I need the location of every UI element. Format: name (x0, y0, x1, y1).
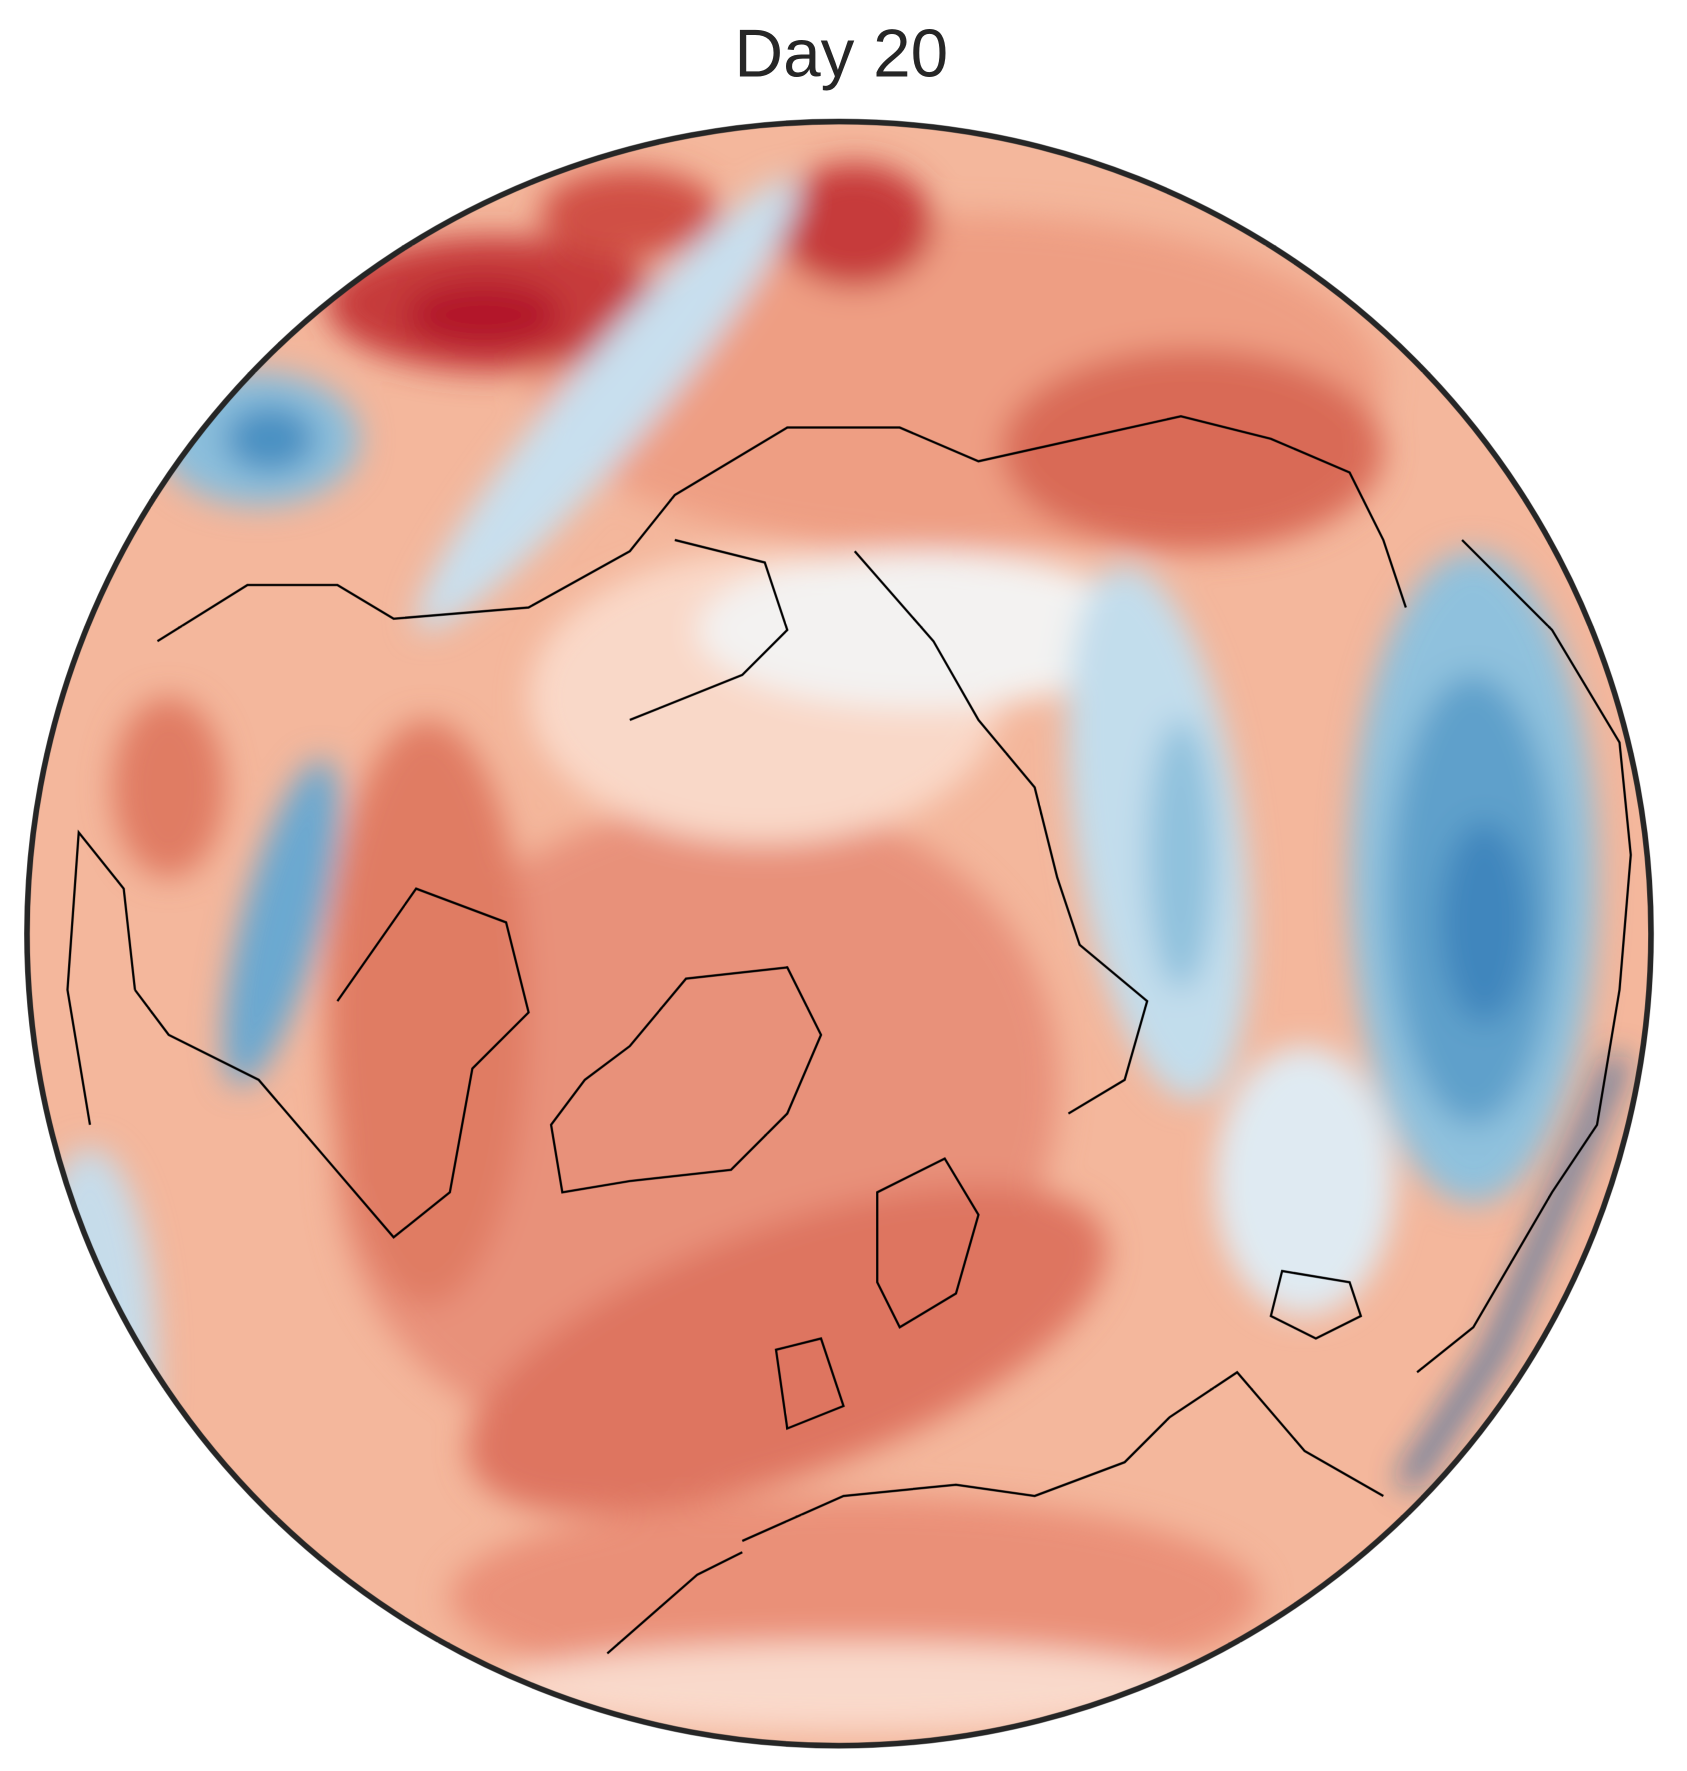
coastlines (66, 415, 1632, 1655)
globe-outline (24, 118, 1654, 1749)
field (26, 121, 1652, 1746)
map-title: Day 20 (734, 16, 948, 91)
